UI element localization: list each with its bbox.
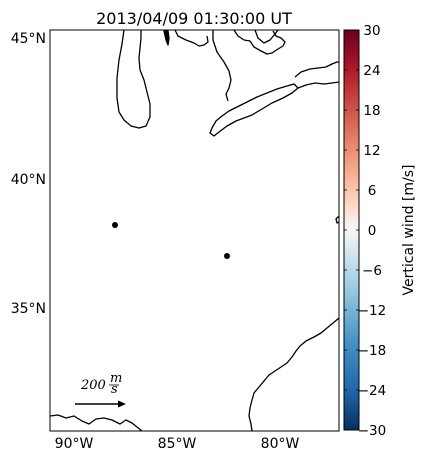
lon-label-90: 90°W	[55, 436, 94, 452]
georgian-bay-shoreline	[233, 30, 286, 55]
reference-vector-magnitude: 200	[80, 378, 106, 393]
atlantic-coastline	[248, 317, 339, 431]
colorbar-label: Vertical wind [m/s]	[401, 165, 417, 296]
colorbar-tick-label: −6	[362, 263, 382, 279]
reference-vector-arrowhead	[118, 400, 126, 408]
colorbar-ticks: 30 24 18 12 6 0 −6 −12 −18 −24 −30	[344, 23, 386, 439]
lat-label-45: 45°N	[11, 31, 46, 47]
colorbar-tick-label: 12	[363, 143, 380, 159]
figure-title: 2013/04/09 01:30:00 UT	[96, 9, 292, 28]
colorbar: 30 24 18 12 6 0 −6 −12 −18 −24 −30 Vertical wind […	[343, 23, 417, 439]
reference-vector-unit-denominator: s	[111, 382, 118, 397]
colorbar-tick-label: 18	[363, 103, 380, 119]
colorbar-tick-label: −18	[358, 343, 387, 359]
colorbar-tick-label: 24	[363, 63, 380, 79]
lake-huron-shoreline	[212, 30, 232, 102]
map-panel: 45°N 40°N 35°N 90°W 85°W 80°W 200 m s	[11, 29, 340, 452]
station-marker	[224, 253, 230, 259]
reference-vector-unit-numerator: m	[110, 371, 122, 386]
gulf-coastline	[50, 414, 143, 431]
lat-label-40: 40°N	[11, 172, 46, 188]
ontario-shoreline	[254, 30, 279, 44]
colorbar-tick-label: 30	[363, 23, 380, 39]
east-edge-coastline	[335, 215, 339, 224]
lake-erie-shoreline	[209, 83, 299, 137]
lat-label-35: 35°N	[11, 301, 46, 317]
lake-michigan-shoreline	[116, 30, 151, 129]
lake-ontario-south-shoreline	[297, 81, 339, 89]
colorbar-tick-label: −24	[358, 383, 387, 399]
lon-label-85: 85°W	[158, 436, 197, 452]
colorbar-tick-label: 6	[368, 183, 377, 199]
reference-vector: 200 m s	[75, 371, 126, 408]
lake-huron-west-shoreline	[174, 30, 209, 47]
station-marker	[112, 222, 118, 228]
colorbar-tick-label: −30	[358, 423, 387, 439]
lon-label-80: 80°W	[261, 436, 300, 452]
peninsula-shoreline	[163, 30, 170, 46]
colorbar-tick-label: −12	[358, 303, 387, 319]
lake-ontario-shoreline	[294, 61, 339, 78]
map-frame	[49, 29, 340, 432]
colorbar-tick-label: 0	[368, 223, 377, 239]
